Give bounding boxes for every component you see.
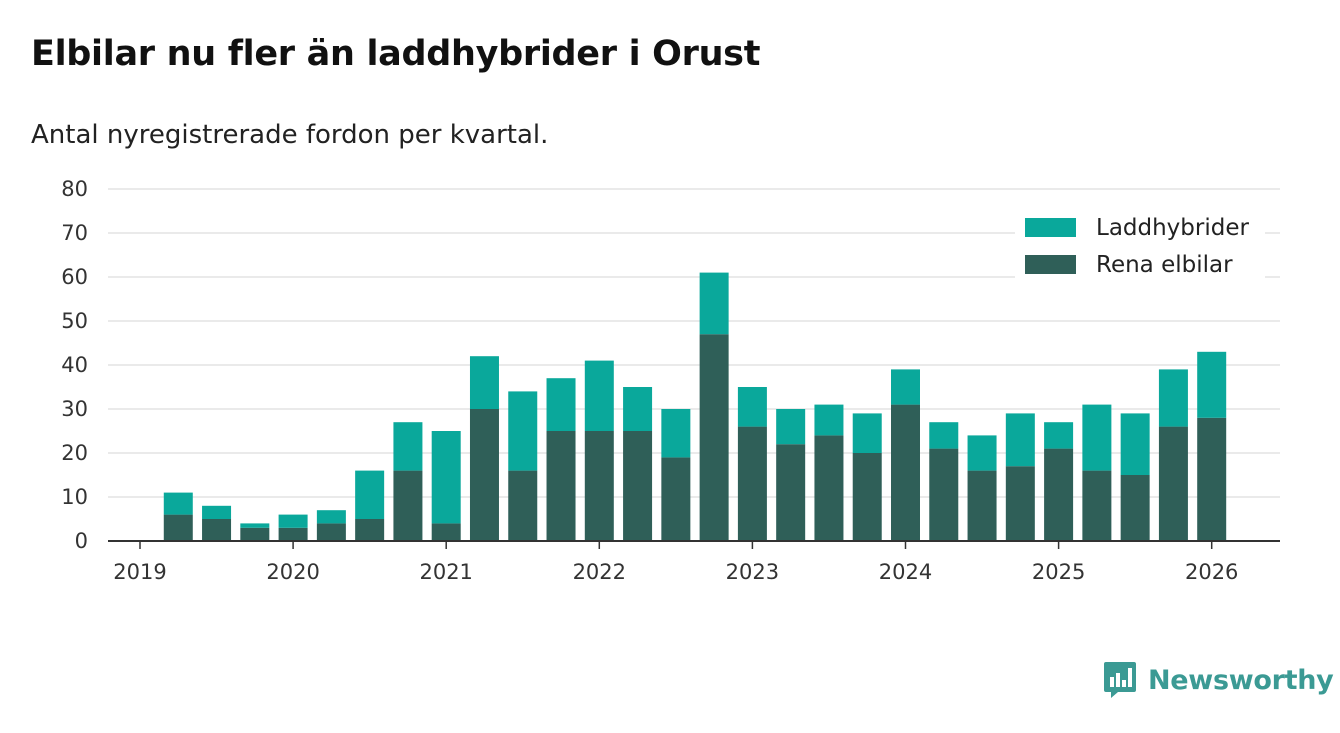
brand-logo: Newsworthy (1102, 660, 1334, 700)
legend-label-laddhybrider: Laddhybrider (1096, 215, 1249, 241)
bar-laddhybrider (1044, 422, 1074, 449)
x-tick-label: 2022 (573, 560, 626, 584)
y-tick-label: 60 (61, 265, 88, 289)
bar-rena-elbilar (584, 431, 614, 541)
bar-rena-elbilar (240, 527, 270, 541)
bar-laddhybrider (508, 391, 538, 471)
chart-subtitle: Antal nyregistrerade fordon per kvartal. (31, 120, 549, 150)
bar-rena-elbilar (661, 457, 691, 541)
bar-rena-elbilar (278, 527, 308, 541)
bar-rena-elbilar (1082, 470, 1112, 541)
bar-rena-elbilar (546, 431, 576, 541)
chart-title: Elbilar nu fler än laddhybrider i Orust (31, 34, 761, 74)
bar-rena-elbilar (355, 519, 385, 541)
bar-laddhybrider (584, 360, 614, 431)
bar-laddhybrider (202, 505, 232, 519)
y-tick-label: 70 (61, 221, 88, 245)
bar-rena-elbilar (737, 426, 767, 541)
bar-rena-elbilar (316, 523, 346, 541)
y-tick-label: 10 (61, 485, 88, 509)
y-tick-label: 80 (61, 177, 88, 201)
legend-swatch-laddhybrider (1025, 218, 1076, 237)
y-tick-label: 30 (61, 397, 88, 421)
bar-laddhybrider (623, 387, 653, 431)
bar-laddhybrider (776, 409, 806, 445)
bar-rena-elbilar (776, 444, 806, 541)
bar-laddhybrider (431, 431, 461, 524)
bar-rena-elbilar (431, 523, 461, 541)
bar-laddhybrider (316, 510, 346, 524)
bar-laddhybrider (891, 369, 920, 405)
bar-laddhybrider (699, 272, 729, 335)
bar-rena-elbilar (393, 470, 423, 541)
bar-laddhybrider (1158, 369, 1188, 427)
x-tick-label: 2024 (879, 560, 932, 584)
bar-rena-elbilar (163, 514, 193, 541)
y-tick-label: 20 (61, 441, 88, 465)
x-tick-label: 2019 (113, 560, 166, 584)
bar-rena-elbilar (508, 470, 538, 541)
bar-rena-elbilar (967, 470, 997, 541)
bar-rena-elbilar (891, 404, 920, 541)
bar-laddhybrider (661, 409, 691, 458)
bar-laddhybrider (1082, 404, 1112, 471)
bar-rena-elbilar (1044, 448, 1074, 541)
legend-label-rena-elbilar: Rena elbilar (1096, 252, 1233, 278)
bar-rena-elbilar (929, 448, 959, 541)
bar-rena-elbilar (814, 435, 844, 541)
x-tick-label: 2020 (266, 560, 319, 584)
x-tick-label: 2026 (1185, 560, 1238, 584)
bar-rena-elbilar (1005, 466, 1035, 541)
bar-rena-elbilar (1158, 426, 1188, 541)
legend-swatch-rena-elbilar (1025, 255, 1076, 274)
brand-name: Newsworthy (1148, 664, 1334, 696)
bar-laddhybrider (737, 387, 767, 427)
bar-rena-elbilar (623, 431, 653, 541)
bar-laddhybrider (469, 356, 499, 409)
bar-laddhybrider (929, 422, 959, 449)
bar-rena-elbilar (1120, 475, 1150, 541)
y-tick-label: 50 (61, 309, 88, 333)
bar-laddhybrider (1120, 413, 1150, 475)
bar-laddhybrider (355, 470, 385, 519)
bar-laddhybrider (1005, 413, 1035, 467)
bar-rena-elbilar (699, 334, 729, 541)
bar-rena-elbilar (1197, 417, 1227, 541)
bar-laddhybrider (814, 404, 844, 436)
bar-laddhybrider (278, 514, 308, 528)
y-tick-label: 0 (75, 529, 88, 553)
y-tick-label: 40 (61, 353, 88, 377)
x-tick-label: 2023 (726, 560, 779, 584)
newsworthy-logo-icon (1104, 662, 1136, 698)
bar-laddhybrider (240, 523, 270, 528)
x-tick-label: 2025 (1032, 560, 1085, 584)
bar-laddhybrider (393, 422, 423, 471)
bar-laddhybrider (967, 435, 997, 471)
bar-laddhybrider (163, 492, 193, 515)
bar-laddhybrider (546, 378, 576, 431)
bar-laddhybrider (1197, 351, 1227, 418)
bar-laddhybrider (852, 413, 882, 453)
bar-rena-elbilar (852, 453, 882, 541)
bar-rena-elbilar (202, 519, 232, 541)
x-tick-label: 2021 (419, 560, 472, 584)
bar-rena-elbilar (469, 409, 499, 541)
